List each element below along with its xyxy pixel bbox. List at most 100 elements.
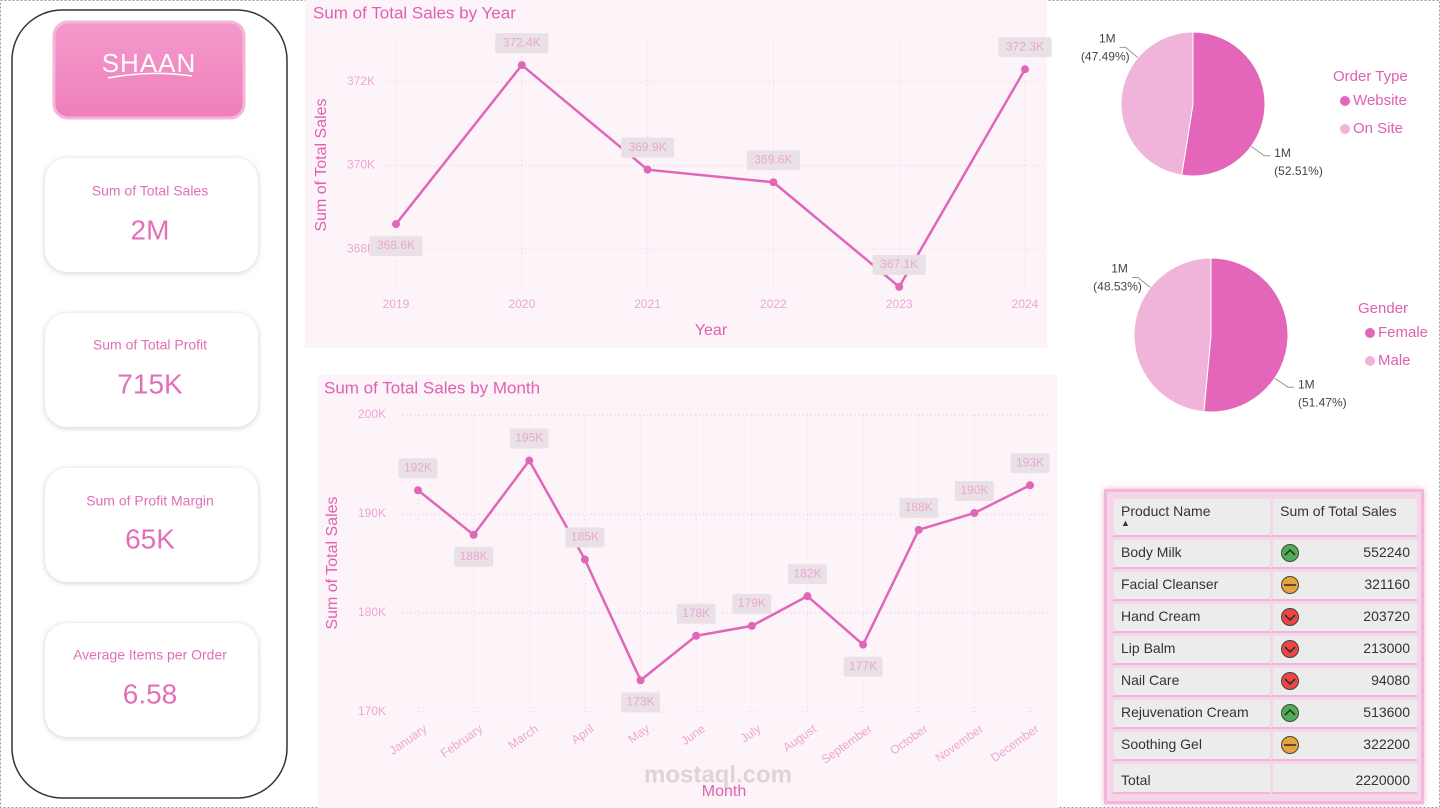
data-label-bg xyxy=(899,497,939,518)
table-row: Rejuvenation Cream 513600 xyxy=(1111,700,1417,729)
data-label-bg xyxy=(369,236,423,257)
sales-cell: 321160 xyxy=(1270,572,1417,601)
data-label-bg xyxy=(398,458,438,479)
sales-value: 513600 xyxy=(1363,704,1410,720)
sales-cell: 94080 xyxy=(1270,668,1417,697)
card-bg xyxy=(45,623,258,737)
data-label-bg xyxy=(843,656,883,677)
data-label: 368.6K xyxy=(377,238,415,252)
x-axis-title: Year xyxy=(695,322,728,339)
y-tick-label: 370K xyxy=(347,158,375,172)
point xyxy=(747,621,756,630)
data-label-bg xyxy=(621,692,660,713)
kpi-label: Sum of Profit Margin xyxy=(86,493,214,509)
kpi-card: Sum of Total Sales 2M xyxy=(45,158,258,272)
table-row: Soothing Gel 322200 xyxy=(1111,732,1417,761)
pie-slice xyxy=(1133,257,1212,413)
total-value: 2220000 xyxy=(1270,764,1417,794)
data-label: 369.9K xyxy=(629,140,667,154)
kpi-value: 6.58 xyxy=(123,678,178,709)
point xyxy=(469,530,478,539)
x-tick-label: 2022 xyxy=(760,297,787,311)
logo-swoosh xyxy=(107,72,193,79)
point xyxy=(859,640,868,649)
leader-line xyxy=(1131,277,1151,288)
pie-slice xyxy=(1203,257,1289,413)
pie-value-label: 1M xyxy=(1111,262,1128,276)
product-name: Rejuvenation Cream xyxy=(1111,700,1271,729)
icon-circle xyxy=(1281,672,1300,690)
status-icon xyxy=(1281,704,1300,722)
data-label: 192K xyxy=(404,460,432,474)
icon-circle xyxy=(1281,640,1300,658)
pie-percent-label: (52.51%) xyxy=(1274,164,1323,178)
data-label-bg xyxy=(565,527,605,548)
point xyxy=(392,220,400,229)
product-name: Body Milk xyxy=(1111,540,1271,569)
y-tick-label: 190K xyxy=(358,506,386,520)
x-tick-label: 2024 xyxy=(1012,297,1039,311)
point xyxy=(1026,481,1034,490)
data-label-bg xyxy=(872,254,926,275)
data-label: 173K xyxy=(627,694,655,708)
status-icon xyxy=(1281,736,1300,754)
pie-slice xyxy=(1120,31,1194,176)
product-name: Facial Cleanser xyxy=(1111,572,1271,601)
kpi-label: Sum of Total Sales xyxy=(92,183,208,199)
data-label-bg xyxy=(621,137,675,158)
data-label-bg xyxy=(788,564,827,585)
y-tick-label: 200K xyxy=(358,407,386,421)
x-tick-label: 2020 xyxy=(508,297,535,311)
data-label: 372.4K xyxy=(503,35,541,49)
table-panel: Product Name ▲ Sum of Total Sales Body Mi… xyxy=(1104,489,1424,804)
x-tick-label: 2023 xyxy=(886,297,913,311)
data-label: 195K xyxy=(515,431,543,445)
table-row: Lip Balm 213000 xyxy=(1111,636,1417,665)
header-text: Product Name xyxy=(1121,503,1211,519)
card-bg xyxy=(45,313,258,427)
icon-glyph xyxy=(1284,678,1296,686)
pie-value-label: 1M xyxy=(1099,32,1116,46)
leader-line xyxy=(1250,145,1271,157)
data-label: 193K xyxy=(1016,455,1044,469)
point xyxy=(643,165,652,174)
kpi-value: 2M xyxy=(131,214,170,245)
icon-circle xyxy=(1281,544,1300,562)
kpi-value: 715K xyxy=(117,368,183,399)
table-body: Body Milk 552240 Facial Cleanser 321160 Hand… xyxy=(1111,540,1417,794)
card-bg xyxy=(45,468,258,582)
icon-glyph xyxy=(1284,708,1296,716)
x-tick-label: 2021 xyxy=(634,297,661,311)
data-label-bg xyxy=(746,150,800,171)
sales-value: 203720 xyxy=(1363,608,1410,624)
sales-value: 94080 xyxy=(1371,672,1410,688)
data-label-bg xyxy=(1010,453,1050,474)
column-header[interactable]: Sum of Total Sales xyxy=(1270,499,1417,537)
kpi-card: Sum of Profit Margin 65K xyxy=(45,468,258,582)
status-icon xyxy=(1281,544,1300,562)
data-label: 188K xyxy=(460,549,488,563)
legend-label: Female xyxy=(1378,324,1428,341)
y-tick-label: 170K xyxy=(358,704,386,718)
pie-value-label: 1M xyxy=(1274,146,1291,160)
sales-cell: 513600 xyxy=(1270,700,1417,729)
point xyxy=(769,178,778,187)
point xyxy=(803,592,812,601)
icon-glyph xyxy=(1284,614,1296,622)
data-label: 372.3K xyxy=(1006,39,1044,53)
kpi-card: Sum of Total Profit 715K xyxy=(45,313,258,427)
pie-percent-label: (47.49%) xyxy=(1081,50,1130,64)
table-row: Facial Cleanser 321160 xyxy=(1111,572,1417,601)
point xyxy=(525,456,534,465)
icon-glyph xyxy=(1284,548,1296,556)
total-label: Total xyxy=(1111,764,1271,794)
header-text: Sum of Total Sales xyxy=(1280,503,1397,519)
status-icon xyxy=(1281,672,1300,690)
leader-line xyxy=(1119,46,1139,59)
column-header[interactable]: Product Name ▲ xyxy=(1111,499,1271,537)
legend-label: On Site xyxy=(1353,120,1403,137)
point xyxy=(636,676,645,685)
logo-box xyxy=(52,20,246,120)
kpi-value: 65K xyxy=(125,523,175,554)
